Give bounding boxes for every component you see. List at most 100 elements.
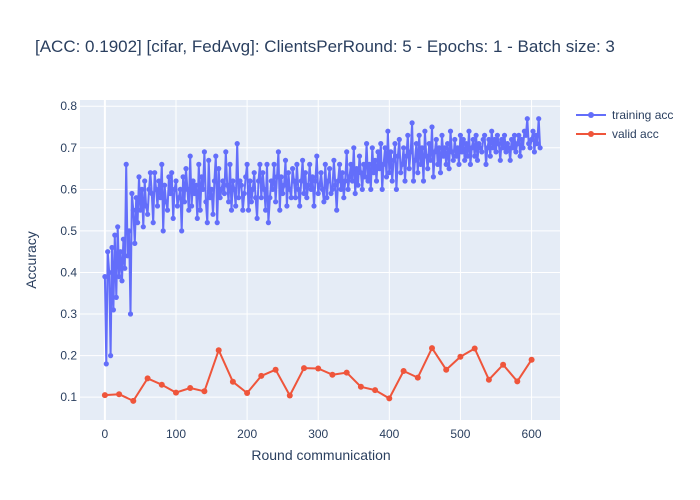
data-point — [473, 132, 479, 138]
data-point — [514, 378, 521, 385]
data-point — [170, 215, 176, 221]
data-point — [430, 174, 436, 180]
data-point — [147, 170, 153, 176]
x-tick-label: 400 — [379, 427, 399, 441]
data-point — [325, 178, 331, 184]
data-point — [295, 186, 301, 192]
data-point — [230, 178, 236, 184]
data-point — [122, 265, 128, 271]
data-point — [260, 170, 266, 176]
data-point — [339, 170, 345, 176]
data-point — [483, 161, 489, 167]
data-point — [445, 141, 451, 147]
data-point — [393, 186, 399, 192]
data-point — [103, 361, 109, 367]
data-point — [507, 157, 513, 163]
data-point — [272, 366, 279, 373]
data-point — [258, 372, 265, 379]
data-point — [129, 190, 135, 197]
data-point — [309, 174, 316, 180]
data-point — [356, 153, 363, 159]
data-point — [499, 136, 505, 143]
data-point — [484, 145, 491, 151]
data-point — [439, 132, 445, 138]
data-point — [227, 161, 233, 167]
data-point — [324, 195, 330, 201]
data-point — [492, 136, 498, 143]
data-point — [229, 378, 236, 385]
data-point — [285, 170, 291, 176]
data-point — [358, 170, 364, 176]
data-point — [368, 186, 374, 192]
data-point — [294, 161, 300, 167]
data-point — [476, 141, 482, 147]
data-point — [471, 345, 478, 352]
data-point — [287, 186, 293, 192]
data-point — [281, 182, 287, 188]
series-training-acc — [102, 116, 543, 367]
data-point — [381, 161, 387, 167]
data-point — [166, 174, 172, 180]
data-point — [449, 149, 455, 155]
data-point — [452, 136, 458, 143]
data-point — [521, 128, 528, 134]
data-point — [173, 178, 179, 184]
x-axis-title: Round communication — [251, 447, 390, 463]
data-point — [116, 274, 122, 280]
data-point — [425, 166, 431, 172]
data-point — [191, 190, 198, 197]
data-point — [248, 199, 254, 205]
data-point — [305, 182, 311, 188]
data-point — [140, 224, 146, 230]
data-point — [428, 157, 434, 163]
data-point — [253, 195, 259, 201]
data-point — [174, 203, 180, 209]
data-point — [462, 157, 468, 163]
data-point — [343, 369, 350, 376]
data-point — [317, 182, 323, 188]
data-point — [115, 224, 121, 230]
y-tick-label: 0.1 — [60, 390, 77, 404]
data-point — [513, 149, 519, 155]
data-point — [467, 161, 473, 167]
data-point — [341, 195, 347, 201]
data-point — [494, 132, 500, 138]
data-point — [236, 195, 242, 201]
data-point — [520, 145, 526, 151]
data-point — [480, 136, 486, 143]
data-point — [530, 128, 536, 134]
data-point — [504, 141, 510, 147]
x-tick-label: 200 — [237, 427, 257, 441]
data-point — [526, 141, 532, 147]
data-point — [112, 232, 118, 238]
data-point — [422, 128, 428, 134]
data-point — [126, 228, 132, 234]
legend[interactable]: training acc valid acc — [576, 108, 673, 141]
data-point — [193, 182, 199, 188]
data-point — [403, 153, 409, 159]
data-point — [379, 186, 385, 192]
data-point — [519, 136, 525, 143]
data-point — [292, 195, 299, 201]
data-point — [500, 361, 507, 368]
data-point — [143, 203, 149, 209]
data-point — [327, 166, 333, 172]
data-point — [261, 186, 267, 192]
data-point — [244, 161, 250, 167]
data-point — [139, 186, 145, 192]
data-point — [176, 195, 182, 201]
data-point — [132, 240, 138, 246]
data-point — [179, 228, 185, 234]
data-point — [342, 178, 348, 184]
data-point — [254, 215, 260, 221]
x-tick-label: 500 — [450, 427, 470, 441]
data-point — [332, 182, 338, 188]
data-point — [378, 141, 384, 147]
data-point — [277, 207, 283, 213]
data-point — [496, 141, 502, 147]
legend-item-valid-acc[interactable]: valid acc — [576, 127, 659, 141]
legend-item-training-acc[interactable]: training acc — [576, 108, 673, 122]
data-point — [371, 170, 377, 176]
data-point — [119, 278, 125, 284]
data-point — [284, 203, 290, 209]
